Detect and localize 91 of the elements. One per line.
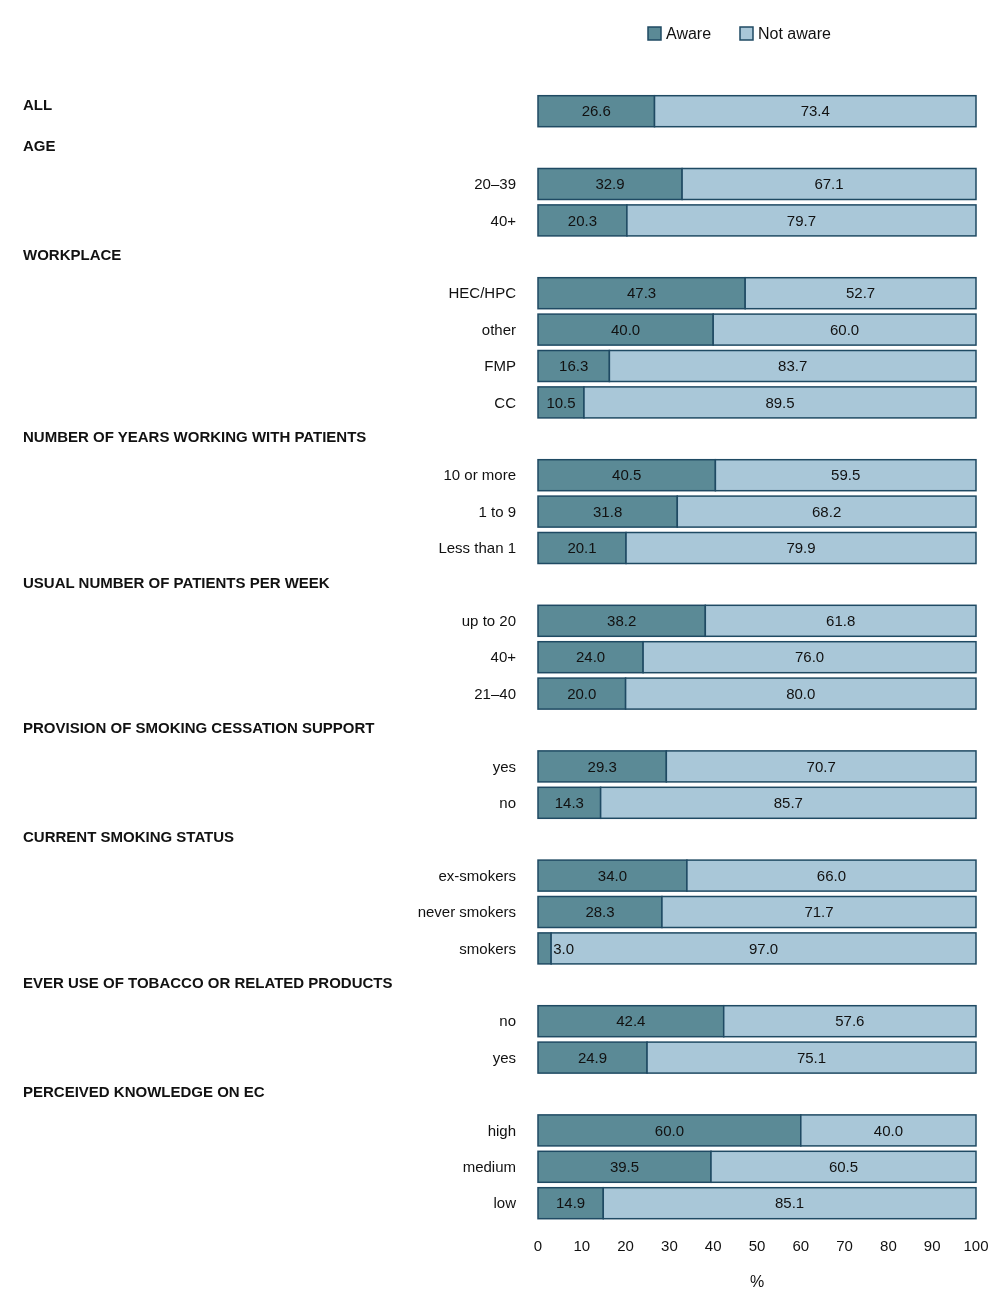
y-tick-label: no (499, 794, 516, 812)
data-label: 26.6 (581, 102, 611, 120)
data-label: 76.0 (794, 648, 825, 666)
x-tick-label: 0 (533, 1237, 543, 1255)
y-tick-label: 40+ (490, 211, 517, 229)
text: CURRENT SMOKING STATUS (23, 828, 235, 846)
y-tick-label: ex-smokers (438, 866, 516, 884)
data-label: 47.3 (626, 284, 657, 302)
data-label: 29.3 (587, 757, 617, 775)
y-tick-label: high (487, 1121, 516, 1139)
data-label: 71.7 (804, 903, 834, 921)
data-label: 85.1 (775, 1194, 805, 1212)
data-label: 24.0 (575, 648, 606, 666)
data-label: 70.7 (806, 757, 836, 775)
y-tick-label: CC (494, 393, 517, 411)
y-tick-label: HEC/HPC (448, 284, 517, 302)
text: PROVISION OF SMOKING CESSATION SUPPORT (23, 719, 375, 737)
x-axis-title: % (749, 1273, 765, 1291)
y-tick-label: 40+ (490, 648, 517, 666)
data-label: 39.5 (609, 1158, 640, 1176)
data-label: 85.7 (773, 794, 803, 812)
data-label: 52.7 (845, 284, 876, 302)
y-tick-label: FMP (484, 357, 516, 375)
data-label: 38.2 (607, 612, 637, 630)
data-label: 89.5 (765, 393, 795, 411)
x-tick-label: 40 (704, 1237, 722, 1255)
data-label: 20.3 (567, 211, 598, 229)
x-tick-label: 60 (792, 1237, 810, 1255)
text: NUMBER OF YEARS WORKING WITH PATIENTS (23, 428, 367, 446)
data-label: 20.1 (567, 539, 597, 557)
data-label: 20.0 (567, 684, 597, 702)
data-label: 79.9 (786, 539, 816, 557)
y-tick-label: 1 to 9 (478, 502, 516, 520)
text: WORKPLACE (23, 246, 122, 264)
data-label: 40.5 (612, 466, 642, 484)
y-tick-label: yes (492, 757, 516, 775)
x-tick-label: 100 (963, 1237, 989, 1255)
data-label: 40.0 (873, 1121, 903, 1139)
data-label: 67.1 (814, 175, 844, 193)
y-tick-label: Less than 1 (438, 539, 516, 557)
y-tick-label: no (499, 1012, 516, 1030)
data-label: 14.9 (556, 1194, 586, 1212)
data-label: 14.3 (554, 794, 584, 812)
data-label: 57.6 (835, 1012, 865, 1030)
data-label: 61.8 (826, 612, 856, 630)
data-label: 24.9 (577, 1048, 608, 1066)
data-label: 83.7 (778, 357, 808, 375)
legend-label: Not aware (758, 25, 832, 42)
y-tick-label: 10 or more (443, 466, 516, 484)
y-tick-label: never smokers (417, 903, 516, 921)
data-label: 10.5 (546, 393, 576, 411)
y-tick-label: up to 20 (461, 612, 516, 630)
data-label: 28.3 (585, 903, 615, 921)
data-label: 73.4 (800, 102, 830, 120)
y-tick-label: 20–39 (474, 175, 516, 193)
text: EVER USE OF TOBACCO OR RELATED PRODUCTS (23, 974, 393, 992)
data-label: 40.0 (611, 320, 641, 338)
data-label: 75.1 (796, 1048, 827, 1066)
data-label: 34.0 (597, 866, 628, 884)
data-label: 16.3 (559, 357, 589, 375)
text: ALL (23, 96, 53, 114)
data-label: 79.7 (786, 211, 817, 229)
data-label: 60.5 (828, 1158, 859, 1176)
x-tick-label: 50 (748, 1237, 766, 1255)
x-tick-label: 20 (617, 1237, 634, 1255)
data-label: 60.0 (830, 320, 860, 338)
y-tick-label: 21–40 (474, 684, 516, 702)
data-label: 68.2 (812, 502, 842, 520)
data-label: 3.0 (553, 939, 574, 957)
x-tick-label: 70 (836, 1237, 853, 1255)
text: AGE (23, 136, 56, 154)
data-label: 31.8 (593, 502, 623, 520)
data-label: 97.0 (748, 939, 779, 957)
text: PERCEIVED KNOWLEDGE ON EC (23, 1083, 265, 1101)
y-tick-label: other (481, 320, 516, 338)
x-tick-label: 80 (880, 1237, 897, 1255)
x-tick-label: 10 (573, 1237, 591, 1255)
data-label: 66.0 (816, 866, 847, 884)
data-label: 60.0 (654, 1121, 684, 1139)
x-tick-label: 90 (923, 1237, 941, 1255)
y-tick-label: yes (492, 1048, 516, 1066)
data-label: 80.0 (786, 684, 816, 702)
data-label: 42.4 (616, 1012, 646, 1030)
x-tick-label: 30 (661, 1237, 678, 1255)
data-label: 59.5 (831, 466, 861, 484)
y-tick-label: smokers (459, 939, 516, 957)
text: USUAL NUMBER OF PATIENTS PER WEEK (23, 573, 330, 591)
y-tick-label: medium (462, 1158, 516, 1176)
data-label: 32.9 (595, 175, 625, 193)
legend-label: Aware (666, 25, 712, 42)
y-tick-label: low (493, 1194, 517, 1212)
